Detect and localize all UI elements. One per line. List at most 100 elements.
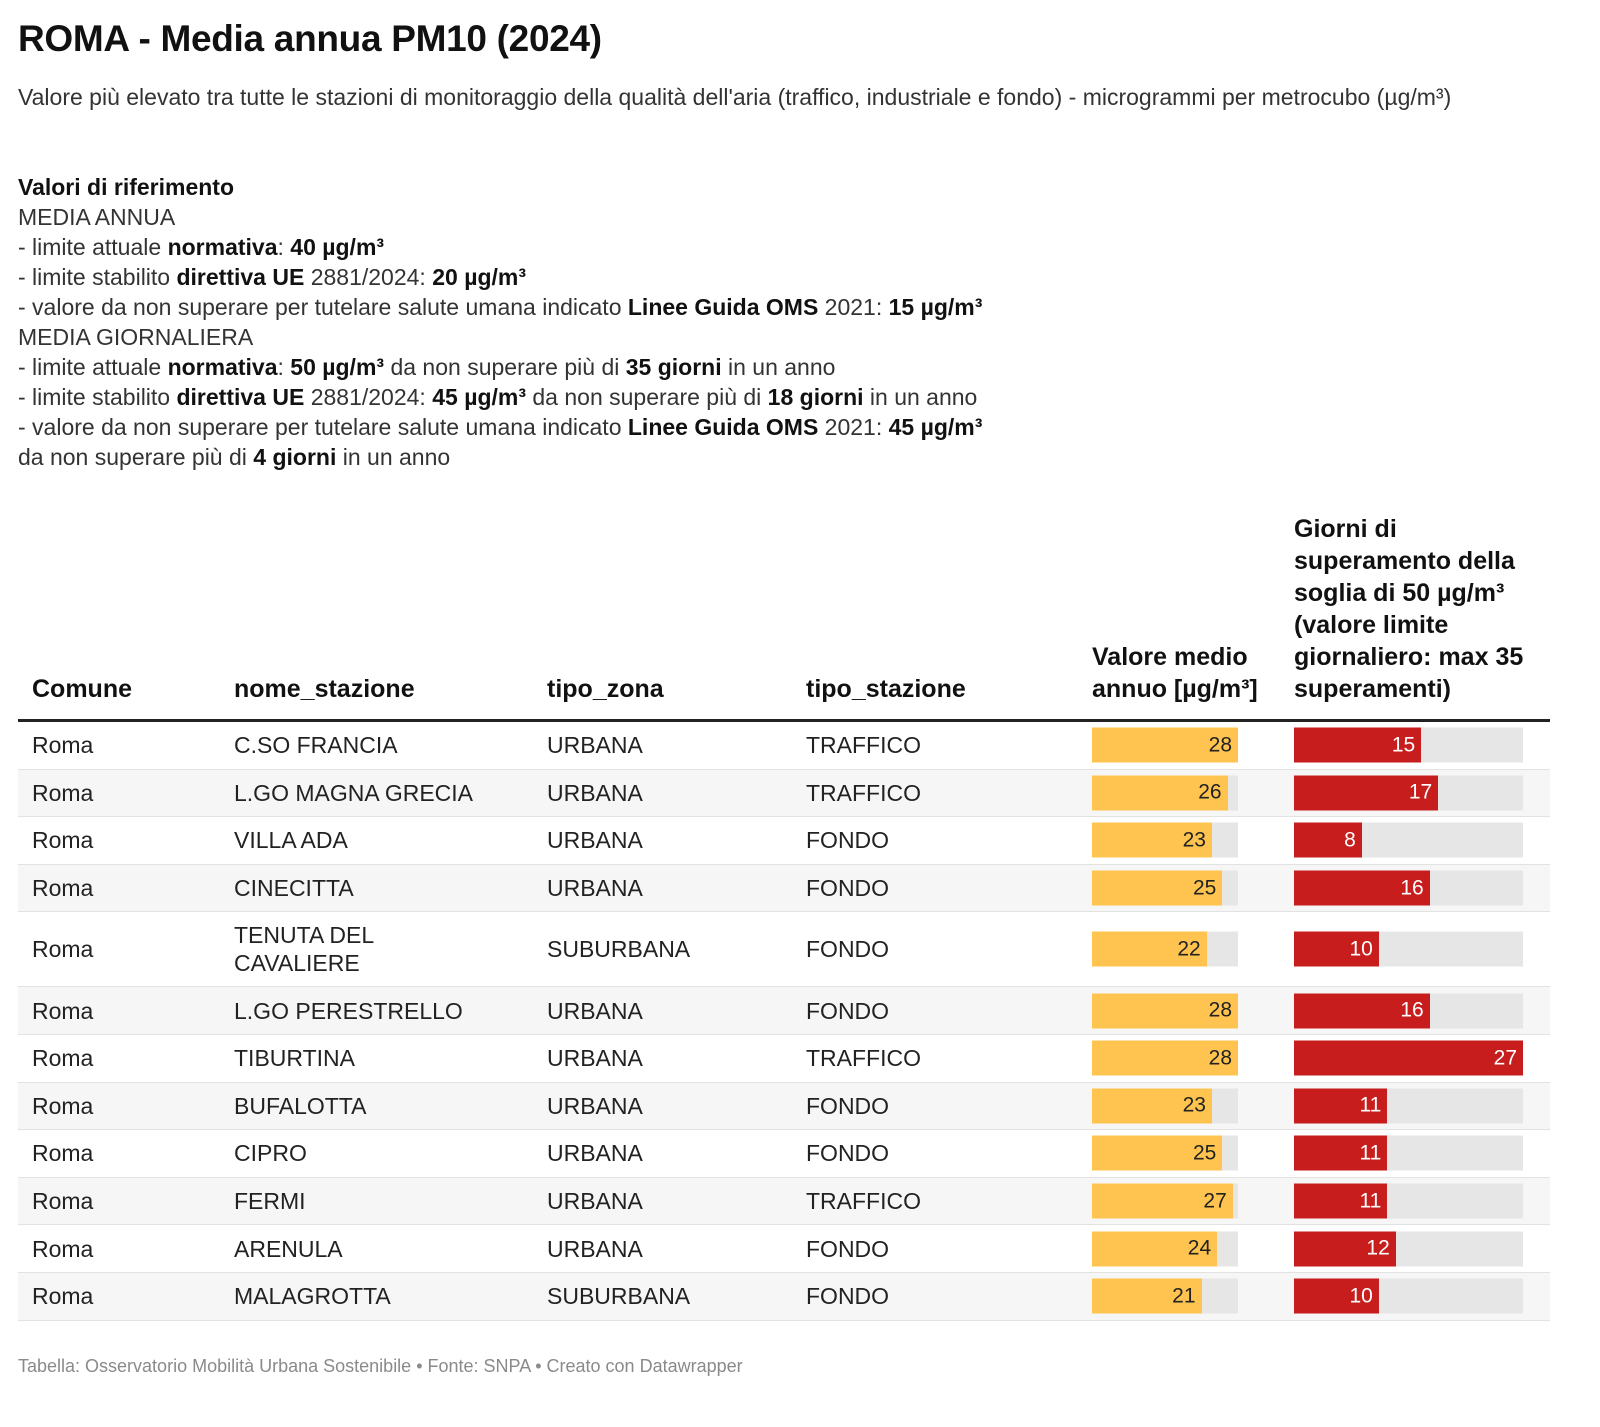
table-row: Roma C.SO FRANCIA URBANA TRAFFICO 28 15 — [18, 722, 1550, 770]
cell-comune: Roma — [32, 936, 94, 963]
annual-heading: MEDIA ANNUA — [18, 204, 176, 230]
annual-mean-label: 26 — [1198, 780, 1222, 804]
cell-zona: URBANA — [547, 1235, 643, 1262]
cell-comune: Roma — [32, 1188, 94, 1215]
exceedance-days-track: 10 — [1294, 931, 1523, 967]
table-row: Roma CINECITTA URBANA FONDO 25 16 — [18, 864, 1550, 913]
exceedance-days-track: 11 — [1294, 1135, 1523, 1171]
column-header-comune[interactable]: Comune — [32, 675, 132, 703]
cell-tipo: FONDO — [806, 997, 890, 1024]
exceedance-days-bar: 8 — [1294, 822, 1362, 858]
reference-heading: Valori di riferimento — [18, 174, 234, 200]
annual-mean-label: 24 — [1187, 1236, 1212, 1260]
reference-values: Valori di riferimento MEDIA ANNUA - limi… — [18, 172, 1558, 472]
annual-mean-bar: 25 — [1092, 1135, 1223, 1171]
cell-stazione: ARENULA — [234, 1235, 343, 1262]
exceedance-days-track: 12 — [1294, 1231, 1523, 1267]
cell-tipo: FONDO — [806, 1235, 890, 1262]
cell-comune: Roma — [32, 1045, 94, 1072]
annual-mean-label: 25 — [1192, 876, 1217, 900]
annual-mean-track: 25 — [1092, 1135, 1238, 1171]
annual-mean-label: 28 — [1208, 998, 1232, 1022]
cell-zona: URBANA — [547, 1140, 643, 1167]
exceedance-days-bar: 17 — [1294, 775, 1439, 811]
exceedance-days-label: 12 — [1366, 1236, 1390, 1260]
column-header-zona[interactable]: tipo_zona — [547, 675, 664, 703]
annual-mean-track: 28 — [1092, 1040, 1238, 1076]
column-header-tipo[interactable]: tipo_stazione — [806, 675, 966, 703]
exceedance-days-label: 11 — [1359, 1093, 1382, 1117]
footer-credits: Tabella: Osservatorio Mobilità Urbana So… — [18, 1356, 743, 1376]
annual-ref-line: - valore da non superare per tutelare sa… — [18, 294, 983, 320]
cell-zona: SUBURBANA — [547, 1283, 691, 1310]
column-header-stazione[interactable]: nome_stazione — [234, 675, 415, 703]
cell-comune: Roma — [32, 875, 94, 902]
table-header: Comune nome_stazione tipo_zona tipo_staz… — [18, 515, 1550, 722]
annual-mean-track: 26 — [1092, 775, 1238, 811]
exceedance-days-track: 11 — [1294, 1088, 1523, 1124]
cell-comune: Roma — [32, 1140, 94, 1167]
cell-comune: Roma — [32, 997, 94, 1024]
cell-comune: Roma — [32, 1235, 94, 1262]
cell-stazione: TENUTA DEL CAVALIERE — [234, 922, 374, 977]
annual-ref-line: - limite attuale normativa: 40 µg/m³ — [18, 234, 385, 260]
exceedance-days-track: 11 — [1294, 1183, 1523, 1219]
cell-zona: URBANA — [547, 875, 643, 902]
cell-comune: Roma — [32, 1283, 94, 1310]
daily-ref-line: da non superare più di 4 giorni in un an… — [18, 444, 451, 470]
column-header-media[interactable]: Valore medio annuo [µg/m³] — [1092, 643, 1258, 703]
exceedance-days-track: 16 — [1294, 870, 1523, 906]
cell-tipo: FONDO — [806, 936, 890, 963]
cell-zona: SUBURBANA — [547, 936, 691, 963]
daily-ref-line: - limite attuale normativa: 50 µg/m³ da … — [18, 354, 836, 380]
cell-stazione: CINECITTA — [234, 875, 354, 902]
annual-mean-label: 27 — [1203, 1189, 1227, 1213]
annual-mean-bar: 28 — [1092, 1040, 1238, 1076]
table-row: Roma FERMI URBANA TRAFFICO 27 11 — [18, 1177, 1550, 1226]
exceedance-days-bar: 11 — [1294, 1183, 1388, 1219]
cell-tipo: TRAFFICO — [806, 732, 921, 759]
exceedance-days-label: 11 — [1359, 1141, 1382, 1165]
annual-mean-track: 23 — [1092, 1088, 1238, 1124]
chart-subtitle: Valore più elevato tra tutte le stazioni… — [18, 84, 1452, 110]
cell-zona: URBANA — [547, 1045, 643, 1072]
table-row: Roma L.GO MAGNA GRECIA URBANA TRAFFICO 26 17 — [18, 769, 1550, 818]
cell-comune: Roma — [32, 732, 94, 759]
table-row: Roma VILLA ADA URBANA FONDO 23 8 — [18, 817, 1550, 865]
cell-tipo: FONDO — [806, 875, 890, 902]
annual-mean-bar: 25 — [1092, 870, 1223, 906]
annual-mean-track: 25 — [1092, 870, 1238, 906]
cell-stazione: TIBURTINA — [234, 1045, 355, 1072]
column-header-giorni[interactable]: Giorni di superamento della soglia di 50… — [1294, 515, 1524, 703]
annual-mean-bar: 27 — [1092, 1183, 1233, 1219]
cell-stazione: MALAGROTTA — [234, 1283, 391, 1310]
exceedance-days-bar: 10 — [1294, 1278, 1379, 1314]
table-row: Roma TENUTA DEL CAVALIERE SUBURBANA FONDO 22… — [18, 912, 1550, 988]
cell-comune: Roma — [32, 779, 94, 806]
cell-stazione: VILLA ADA — [234, 827, 348, 854]
annual-mean-label: 28 — [1208, 1046, 1232, 1070]
table-row: Roma BUFALOTTA URBANA FONDO 23 11 — [18, 1082, 1550, 1131]
table-body: Roma C.SO FRANCIA URBANA TRAFFICO 28 15 Roma L.… — [18, 722, 1550, 1321]
table-row: Roma CIPRO URBANA FONDO 25 11 — [18, 1130, 1550, 1178]
cell-zona: URBANA — [547, 1092, 643, 1119]
annual-mean-label: 21 — [1172, 1284, 1196, 1308]
annual-mean-label: 23 — [1182, 828, 1206, 852]
cell-zona: URBANA — [547, 827, 643, 854]
annual-mean-label: 25 — [1192, 1141, 1217, 1165]
cell-tipo: TRAFFICO — [806, 1188, 921, 1215]
annual-mean-label: 22 — [1177, 937, 1201, 961]
annual-ref-line: - limite stabilito direttiva UE 2881/202… — [18, 264, 526, 290]
data-table: Comune nome_stazione tipo_zona tipo_staz… — [18, 515, 1550, 1321]
exceedance-days-label: 15 — [1391, 733, 1416, 757]
exceedance-days-bar: 10 — [1294, 931, 1379, 967]
cell-zona: URBANA — [547, 732, 643, 759]
exceedance-days-bar: 16 — [1294, 993, 1430, 1029]
cell-stazione: C.SO FRANCIA — [234, 732, 398, 759]
table-row: Roma TIBURTINA URBANA TRAFFICO 28 27 — [18, 1035, 1550, 1083]
cell-tipo: FONDO — [806, 827, 890, 854]
annual-mean-label: 28 — [1208, 733, 1232, 757]
exceedance-days-track: 17 — [1294, 775, 1523, 811]
exceedance-days-track: 16 — [1294, 993, 1523, 1029]
exceedance-days-bar: 11 — [1294, 1135, 1388, 1171]
